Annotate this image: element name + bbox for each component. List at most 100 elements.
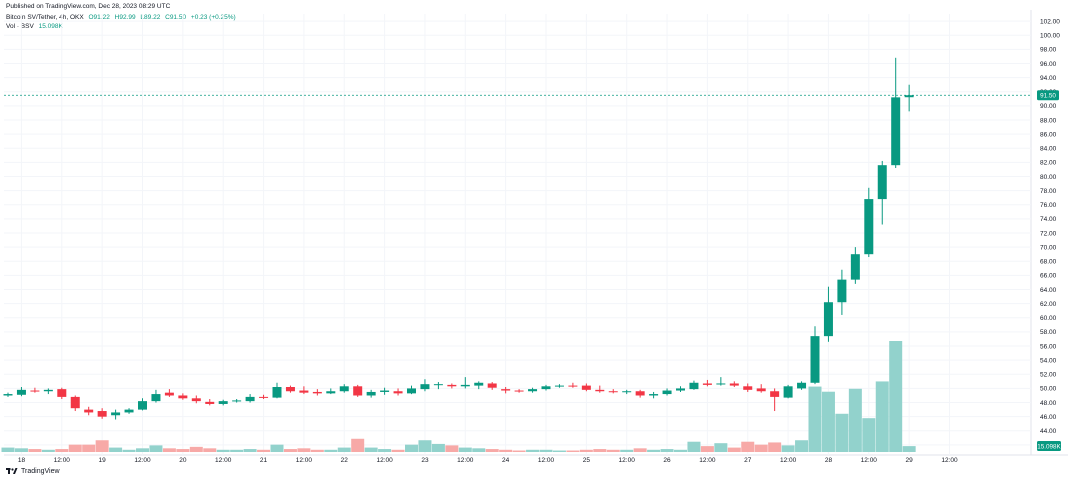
volume-bar [55,449,69,452]
candle-body [84,409,94,413]
y-tick-label: 72.00 [1040,230,1057,237]
volume-bar [714,443,728,452]
candle-body [797,382,807,389]
y-tick-label: 78.00 [1040,188,1057,195]
volume-bar [526,449,540,452]
candle-body [299,390,309,393]
candle-body [514,390,524,392]
x-tick-label: 12:00 [941,457,958,464]
last-price-label: 91.50 [1040,93,1056,100]
volume-bar [95,440,109,452]
x-tick-label: 27 [744,457,752,464]
tradingview-logo-icon [6,468,18,474]
candle-body [770,391,780,397]
candle-body [178,395,188,399]
volume-bar [512,450,526,452]
volume-bar [700,446,714,452]
candle-body [433,384,443,386]
y-tick-label: 44.00 [1040,428,1057,435]
volume-bar [68,444,82,452]
volume-bar [606,449,620,452]
tradingview-brand: TradingView [6,467,60,475]
candle-body [501,389,511,391]
volume-bar [445,445,459,452]
x-tick-label: 26 [663,457,671,464]
volume-bar [566,450,580,452]
change-value: +0.23 (+0.25%) [190,14,236,21]
candle-body [420,384,430,390]
candle-body [272,387,282,398]
candle-body [702,383,712,385]
y-tick-label: 88.00 [1040,117,1057,124]
candle-body [649,394,659,396]
candle-body [810,336,820,383]
volume-legend: Vol · BSV 15.098K [6,23,66,30]
symbol-legend: Bitcoin SV/Tether, 4h, OKX O91.22 H92.99… [6,14,239,21]
volume-bar [741,441,755,452]
volume-bar [257,449,271,452]
volume-bar [122,449,136,452]
volume-bar [176,449,190,452]
volume-bar [391,449,405,452]
candle-body [16,389,26,395]
x-tick-label: 22 [341,457,349,464]
x-tick-label: 12:00 [376,457,393,464]
x-tick-label: 12:00 [619,457,636,464]
candle-body [756,388,766,392]
candle-body [460,384,470,387]
volume-bar [687,441,701,452]
candle-body [232,400,242,402]
candle-body [850,254,860,280]
candle-body [716,383,726,385]
volume-bar [337,447,351,452]
x-tick-label: 24 [502,457,510,464]
volume-bar [1,447,15,452]
candle-body [70,396,80,409]
volume-bar [552,450,566,452]
volume-bar [660,449,674,452]
x-tick-label: 12:00 [457,457,474,464]
volume-bar [754,444,768,452]
x-tick-label: 21 [260,457,268,464]
volume-bar [378,449,392,452]
brand-label: TradingView [21,467,60,475]
candle-body [151,394,161,402]
volume-bar [431,443,445,452]
volume-bar [472,448,486,452]
candle-body [245,396,255,402]
candle-body [554,385,564,387]
candle-body [487,383,497,388]
volume-bar [862,418,876,452]
y-tick-label: 60.00 [1040,315,1057,322]
x-tick-label: 29 [906,457,914,464]
volume-bar [297,448,311,452]
candle-body [124,409,134,413]
y-tick-label: 80.00 [1040,174,1057,181]
volume-bar [41,449,55,452]
candle-body [581,385,591,390]
x-tick-label: 20 [179,457,187,464]
y-tick-label: 64.00 [1040,287,1057,294]
y-tick-label: 52.00 [1040,372,1057,379]
y-tick-label: 70.00 [1040,244,1057,251]
candle-body [259,396,269,398]
volume-bar [579,449,593,452]
volume-bar [875,381,889,452]
volume-bar [243,449,257,452]
x-tick-label: 28 [825,457,833,464]
candle-body [528,389,538,392]
x-tick-label: 23 [421,457,429,464]
volume-bar [795,440,809,452]
volume-bar [216,449,230,452]
candle-body [595,389,605,392]
candle-body [904,95,914,98]
volume-bar [324,449,338,452]
y-tick-label: 74.00 [1040,216,1057,223]
volume-bar [270,444,284,452]
x-tick-label: 12:00 [215,457,232,464]
candle-body [97,411,107,417]
volume-bar [458,447,472,452]
volume-bar [28,449,42,452]
candle-body [864,199,874,255]
